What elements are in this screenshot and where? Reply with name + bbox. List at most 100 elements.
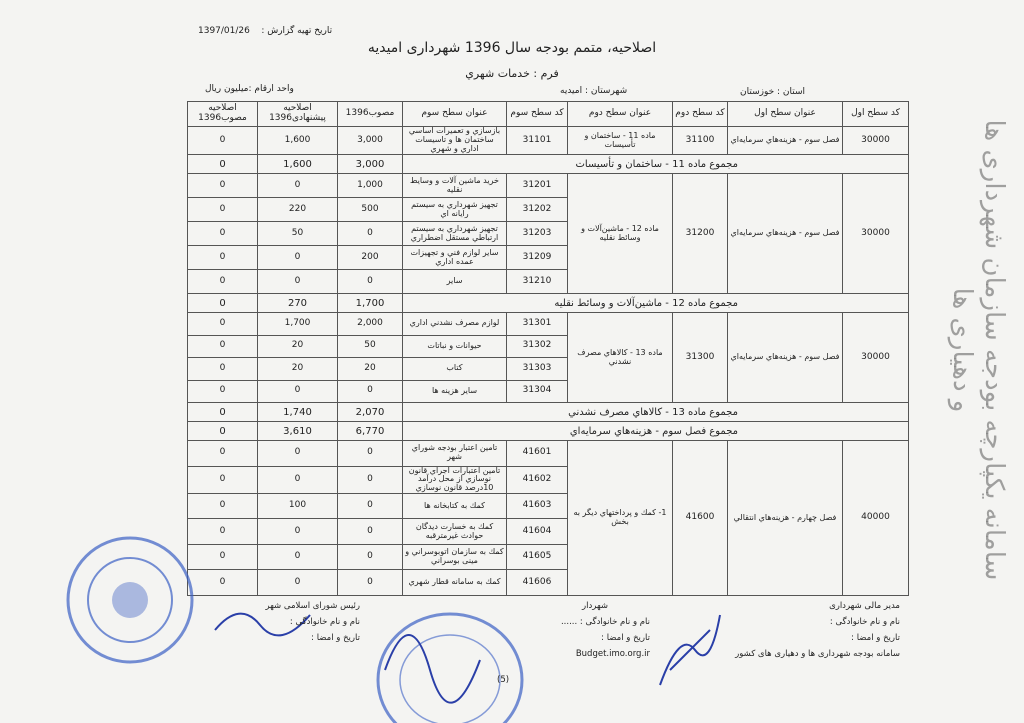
column-header: کد سطح سوم xyxy=(506,101,568,127)
approved-amendment: 0 xyxy=(187,543,258,571)
column-header: کد سطح اول xyxy=(842,101,909,127)
l3-title: سایر لوازم فني و تجهیزات عمده اداري xyxy=(402,245,507,270)
approved-amendment: 0 xyxy=(187,197,258,222)
approved-amendment: 0 xyxy=(187,492,258,520)
approved-amendment: 0 xyxy=(187,269,258,294)
table-row: 41602 تامین اعتبارات اجراي قانون نوسازي ا… xyxy=(187,465,909,494)
row-value: 0 xyxy=(187,402,258,422)
l2-title: 1- کمك و پرداختهاي دیگر به بخش xyxy=(567,440,673,596)
report-date-label: تاریخ تهیه گزارش : xyxy=(261,26,333,36)
column-header: اصلاحیه مصوب1396 xyxy=(187,101,258,127)
row-value: 1,740 xyxy=(257,402,338,422)
l3-code: 31202 xyxy=(506,197,568,222)
l3-title: کمك به خسارت دیدگان حوادث غیرمترقبه xyxy=(402,518,507,545)
council-signature-block: رئیس شورای اسلامی شهر نام و نام خانوادگی… xyxy=(240,598,360,646)
approved-amendment: 0 xyxy=(187,221,258,246)
approved-1396: 3,000 xyxy=(337,126,403,155)
proposed-amendment: 0 xyxy=(257,269,338,294)
approved-1396: 0 xyxy=(337,465,403,494)
l3-code: 31101 xyxy=(506,126,568,155)
l3-title: کتاب xyxy=(402,357,507,381)
mayor-name-label: نام و نام خانوادگی : ...... xyxy=(560,617,650,627)
proposed-amendment: 20 xyxy=(257,334,338,358)
budget-site: Budget.imo.org.ir xyxy=(575,649,650,659)
approved-amendment: 0 xyxy=(187,379,258,403)
approved-1396: 0 xyxy=(337,221,403,246)
l3-title: سایر هزینه ها xyxy=(402,379,507,403)
approved-amendment: 0 xyxy=(187,334,258,358)
mayor-signature-block: شهردار نام و نام خانوادگی : ...... تاریخ… xyxy=(540,598,650,662)
page-number: (5) xyxy=(497,675,510,685)
table-header: کد سطح اول عنوان سطح اول کد سطح دوم عنوان س… xyxy=(187,101,909,127)
ministry-stamp-icon xyxy=(376,612,524,723)
row-value: 270 xyxy=(257,293,338,313)
approved-1396: 200 xyxy=(337,245,403,270)
column-header: مصوب1396 xyxy=(337,101,403,127)
province: استان : خوزستان xyxy=(740,87,806,97)
l3-code: 31301 xyxy=(506,312,568,336)
approved-1396: 0 xyxy=(337,379,403,403)
l3-title: حیوانات و نباتات xyxy=(402,334,507,358)
subtotal-row: مجموع ماده 12 - ماشین‌آلات و وسائط نقلیه… xyxy=(187,293,909,313)
l1-code: 30000 xyxy=(842,173,909,294)
finance-signature-block: مدیر مالی شهرداری نام و نام خانوادگی : ت… xyxy=(700,598,900,662)
total-row: مجموع فصل سوم - هزینه‌هاي سرمایه‌اي 6,770… xyxy=(187,421,909,441)
l3-title: تامین اعتبارات اجراي قانون نوسازي از محل… xyxy=(402,465,507,494)
row-value: 1,600 xyxy=(257,154,338,174)
approved-amendment: 0 xyxy=(187,357,258,381)
report-date-value: 1397/01/26 xyxy=(198,26,250,36)
l3-title: خرید ماشین آلات و وسایط نقلیه xyxy=(402,173,507,198)
approved-amendment: 0 xyxy=(187,126,258,155)
budget-table: کد سطح اول عنوان سطح اول کد سطح دوم عنوان س… xyxy=(187,101,909,596)
approved-1396: 0 xyxy=(337,518,403,545)
l3-code: 31209 xyxy=(506,245,568,270)
l1-title: فصل سوم - هزینه‌هاي سرمایه‌اي xyxy=(727,173,843,294)
mayor-date-label: تاریخ و امضا : xyxy=(601,633,650,643)
approved-1396: 0 xyxy=(337,440,403,467)
table-row: 31302 حیوانات و نباتات 50 20 0 xyxy=(187,334,909,358)
l2-code: 31100 xyxy=(672,126,728,155)
l1-code: 40000 xyxy=(842,440,909,596)
approved-1396: 2,000 xyxy=(337,312,403,336)
column-header: عنوان سطح دوم xyxy=(567,101,673,127)
l3-code: 41603 xyxy=(506,492,568,520)
l3-title: بازسازي و تعميرات اساسي ساختمان ها و تاس… xyxy=(402,126,507,155)
approved-1396: 20 xyxy=(337,357,403,381)
approved-1396: 0 xyxy=(337,543,403,571)
document-title: اصلاحیه، متمم بودجه سال 1396 شهرداری امی… xyxy=(367,40,657,56)
proposed-amendment: 0 xyxy=(257,569,338,596)
county: شهرستان : امیدیه xyxy=(560,86,628,96)
approved-amendment: 0 xyxy=(187,465,258,494)
proposed-amendment: 0 xyxy=(257,440,338,467)
l1-title: فصل چهارم - هزینه‌هاي انتقالي xyxy=(727,440,843,596)
approved-1396: 0 xyxy=(337,492,403,520)
l3-code: 41606 xyxy=(506,569,568,596)
approved-amendment: 0 xyxy=(187,312,258,336)
l2-title: ماده 11 - ساختمان و تأسیسات xyxy=(567,126,673,155)
approved-amendment: 0 xyxy=(187,518,258,545)
l3-title: کمك به سامانه قطار شهري xyxy=(402,569,507,596)
row-value: 3,000 xyxy=(337,154,403,174)
l3-title: کمك به سازمان اتوبوسراني و مینی بوسراني xyxy=(402,543,507,571)
subtotal-row: مجموع ماده 11 - ساختمان و تأسیسات 3,000 1,… xyxy=(187,154,909,174)
approved-1396: 1,000 xyxy=(337,173,403,198)
l3-code: 31302 xyxy=(506,334,568,358)
approved-1396: 0 xyxy=(337,269,403,294)
l3-title: تامین اعتبار بودجه شوراي شهر xyxy=(402,440,507,467)
finance-date-label: تاریخ و امضا : xyxy=(851,633,900,643)
proposed-amendment: 0 xyxy=(257,173,338,198)
row-label: مجموع فصل سوم - هزینه‌هاي سرمایه‌اي xyxy=(402,421,909,441)
l3-code: 41601 xyxy=(506,440,568,467)
watermark: سامانه یکپارچه بودجه سازمان شهرداری ها و… xyxy=(947,119,1009,581)
l3-title: سایر xyxy=(402,269,507,294)
proposed-amendment: 0 xyxy=(257,245,338,270)
approved-1396: 50 xyxy=(337,334,403,358)
l2-code: 31300 xyxy=(672,312,728,403)
table-row: 41605 کمك به سازمان اتوبوسراني و مینی بوس… xyxy=(187,543,909,571)
row-value: 0 xyxy=(187,421,258,441)
column-header: عنوان سطح سوم xyxy=(402,101,507,127)
proposed-amendment: 0 xyxy=(257,465,338,494)
finance-signature-icon xyxy=(659,614,721,686)
proposed-amendment: 0 xyxy=(257,543,338,571)
table-row: 31209 سایر لوازم فني و تجهیزات عمده اداري… xyxy=(187,245,909,270)
